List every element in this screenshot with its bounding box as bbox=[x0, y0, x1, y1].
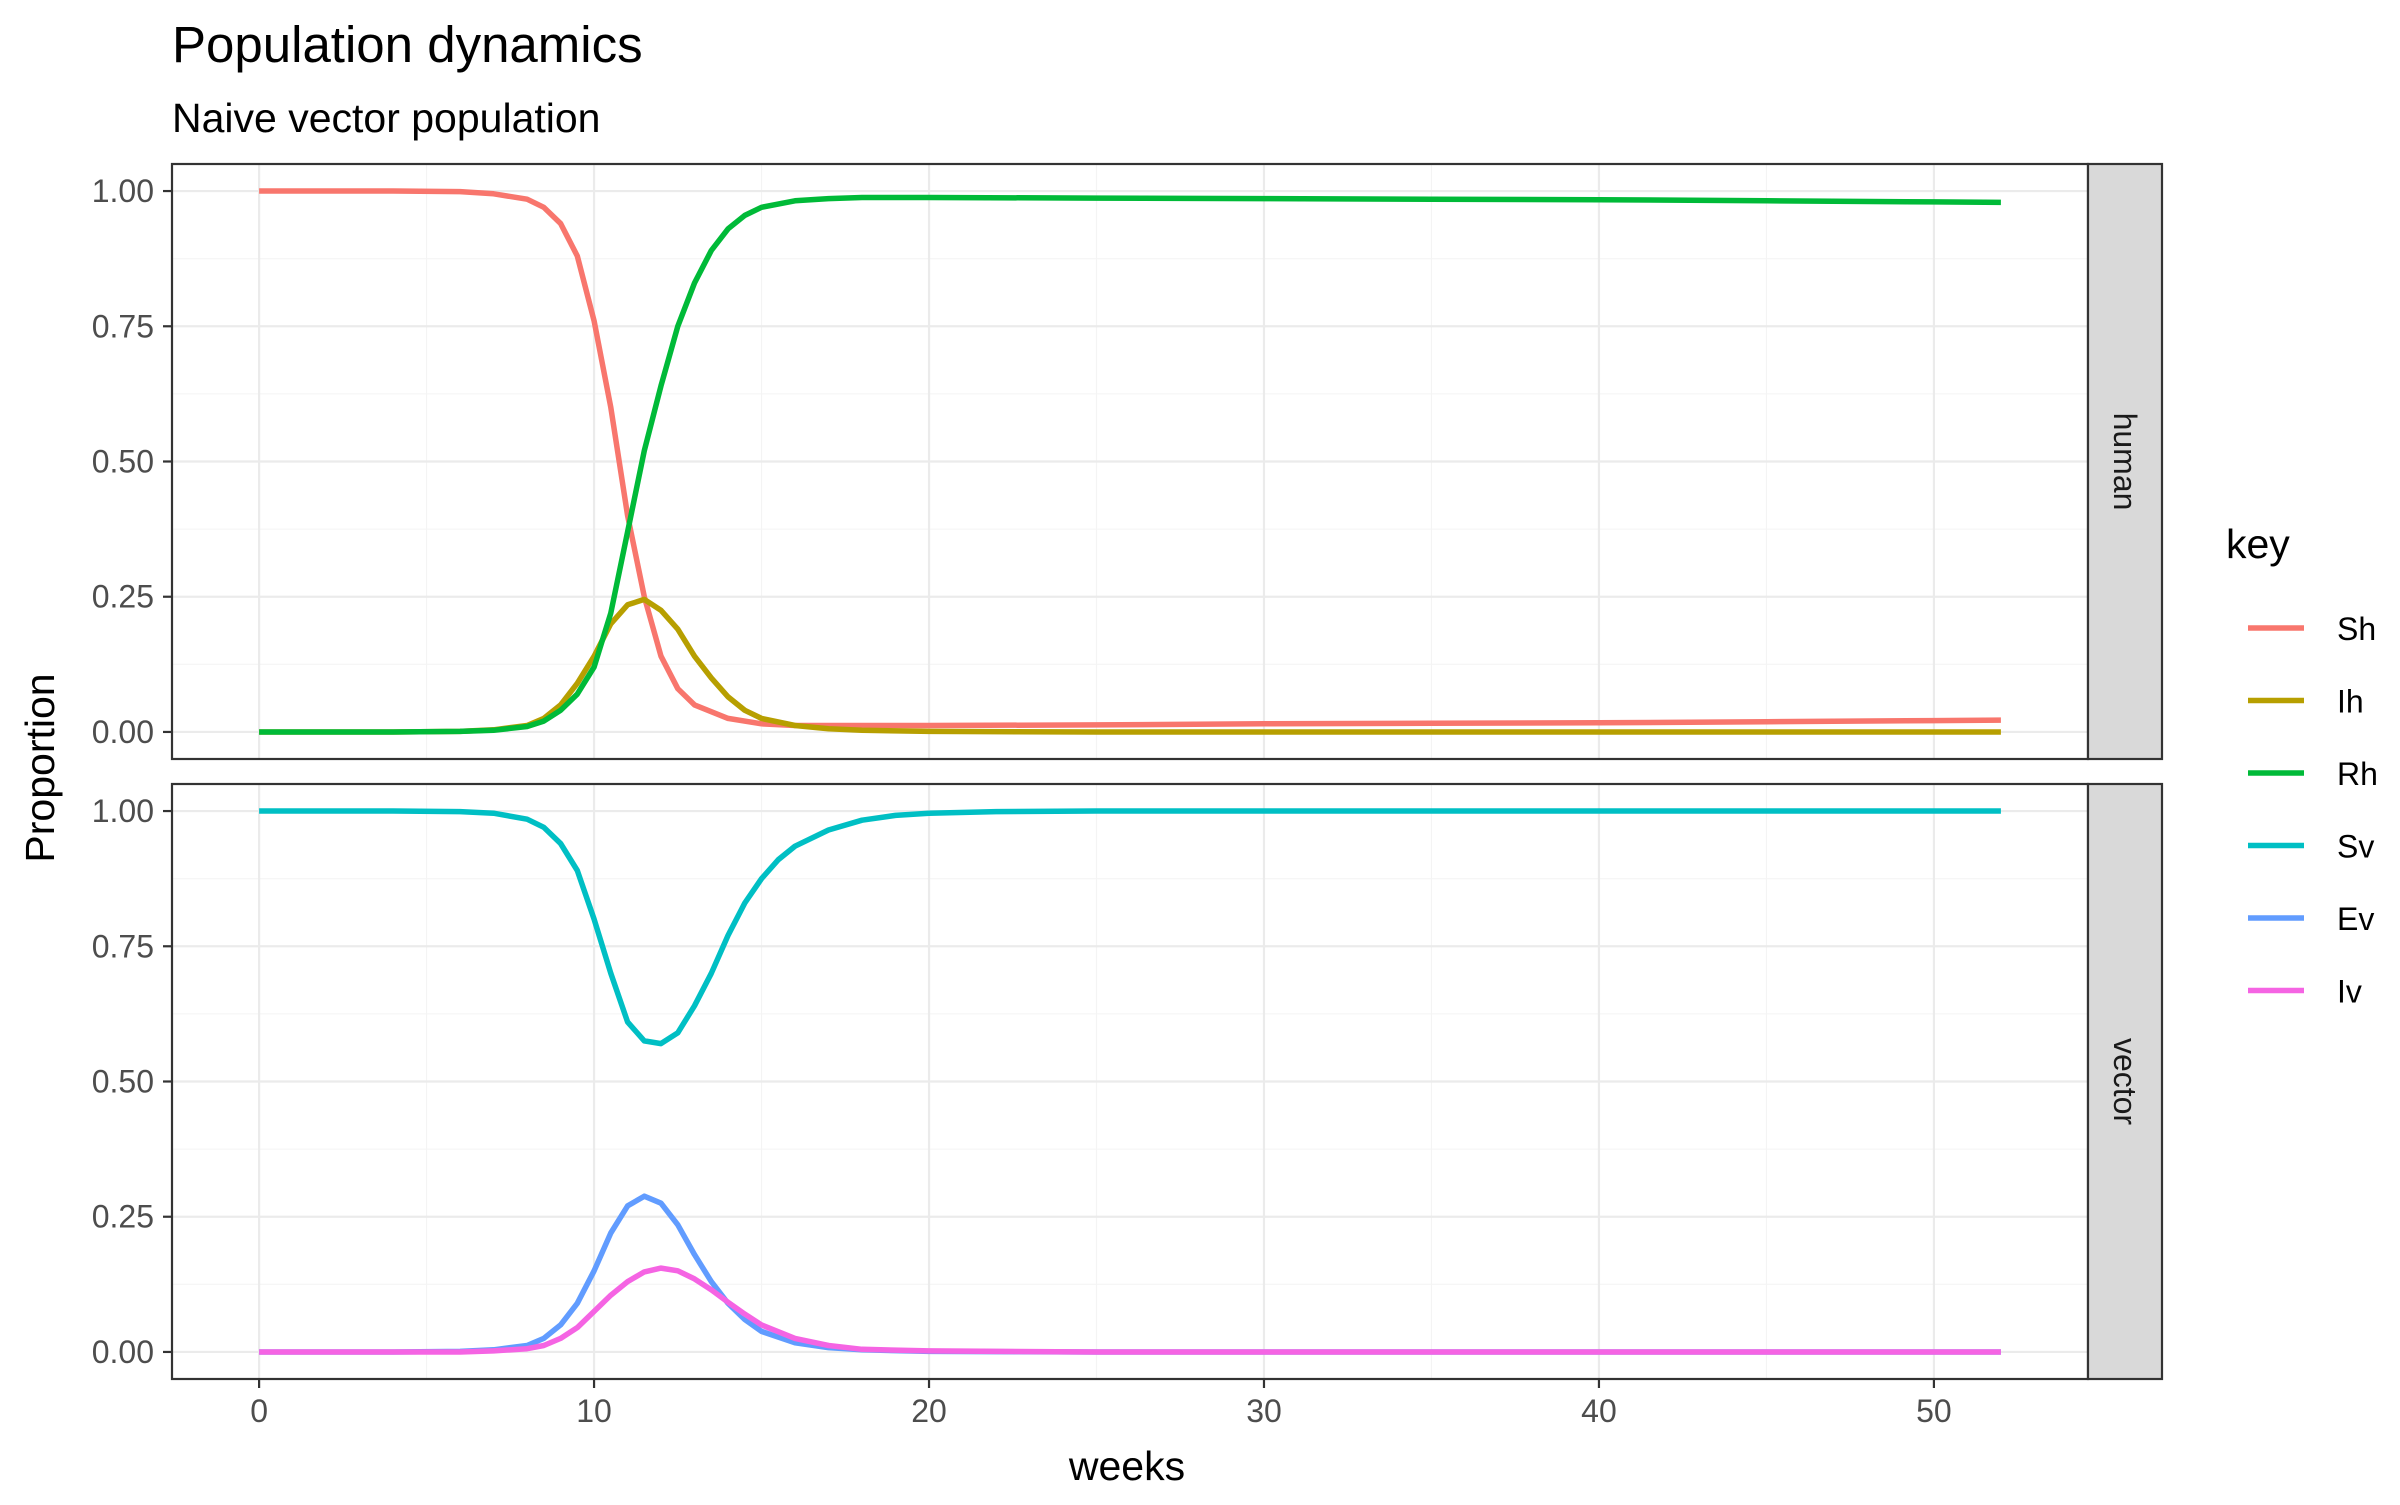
y-tick-label: 0.00 bbox=[92, 1334, 154, 1370]
y-axis-title: Proportion bbox=[17, 673, 63, 862]
legend-label-Rh: Rh bbox=[2337, 756, 2378, 792]
legend-item-Iv: Iv bbox=[2248, 974, 2362, 1010]
legend-label-Sv: Sv bbox=[2337, 829, 2374, 865]
y-tick-label: 0.50 bbox=[92, 1064, 154, 1100]
legend-label-Sh: Sh bbox=[2337, 611, 2376, 647]
y-tick-label: 0.50 bbox=[92, 444, 154, 480]
legend-label-Ih: Ih bbox=[2337, 684, 2364, 720]
legend-item-Rh: Rh bbox=[2248, 756, 2378, 792]
series-line-Iv bbox=[259, 1265, 2001, 1355]
y-tick-label: 1.00 bbox=[92, 793, 154, 829]
legend-item-Sh: Sh bbox=[2248, 611, 2376, 647]
x-tick-label: 40 bbox=[1581, 1393, 1617, 1429]
legend: key Sh Ih Rh Sv Ev Iv bbox=[2226, 521, 2378, 1010]
y-tick-label: 1.00 bbox=[92, 173, 154, 209]
legend-item-Ev: Ev bbox=[2248, 901, 2374, 937]
x-tick-label: 10 bbox=[576, 1393, 612, 1429]
series-line-Rh bbox=[259, 194, 2001, 735]
x-tick-label: 20 bbox=[911, 1393, 947, 1429]
panel-human: 0.00 0.25 0.50 0.75 1.00 human bbox=[92, 162, 2164, 761]
series-line-Sh bbox=[259, 188, 2001, 729]
legend-title: key bbox=[2226, 521, 2290, 567]
facet-strip bbox=[2086, 162, 2164, 761]
y-tick-label: 0.00 bbox=[92, 714, 154, 750]
chart-title: Population dynamics bbox=[172, 16, 643, 73]
y-tick-label: 0.25 bbox=[92, 579, 154, 615]
legend-label-Iv: Iv bbox=[2337, 974, 2362, 1010]
series-line-Sv bbox=[259, 808, 2001, 1047]
legend-item-Sv: Sv bbox=[2248, 829, 2374, 865]
y-tick-label: 0.75 bbox=[92, 308, 154, 344]
legend-label-Ev: Ev bbox=[2337, 901, 2374, 937]
x-tick-label: 50 bbox=[1916, 1393, 1952, 1429]
x-axis-title: weeks bbox=[1068, 1443, 1185, 1489]
facet-strip bbox=[2086, 782, 2164, 1381]
facet-strip-label: human bbox=[2107, 413, 2143, 511]
facet-strip-label: vector bbox=[2107, 1038, 2143, 1125]
chart-subtitle: Naive vector population bbox=[172, 95, 600, 141]
x-tick-label: 30 bbox=[1246, 1393, 1282, 1429]
y-tick-label: 0.25 bbox=[92, 1199, 154, 1235]
legend-item-Ih: Ih bbox=[2248, 684, 2364, 720]
y-tick-label: 0.75 bbox=[92, 928, 154, 964]
x-tick-label: 0 bbox=[250, 1393, 268, 1429]
panels-layer: 0.00 0.25 0.50 0.75 1.00 human 0.00 0.25 0.50 0.7… bbox=[92, 162, 2164, 1429]
panel-vector: 0.00 0.25 0.50 0.75 1.00 vector bbox=[92, 782, 2164, 1381]
